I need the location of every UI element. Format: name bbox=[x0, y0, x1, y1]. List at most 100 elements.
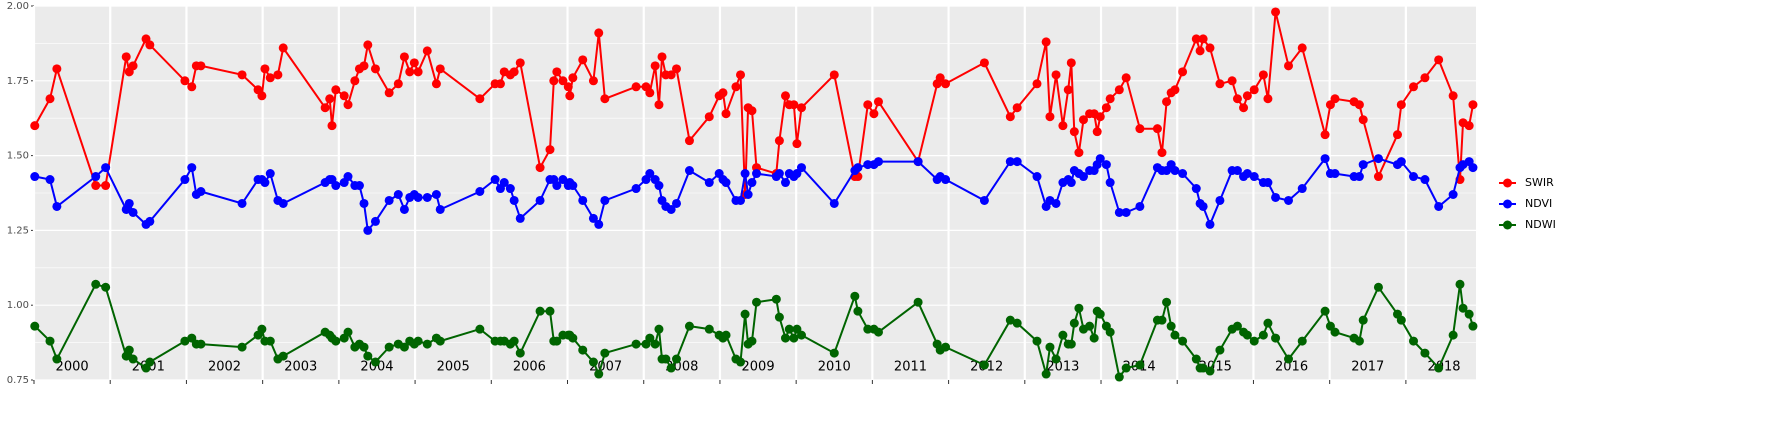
data-point bbox=[1232, 94, 1242, 104]
data-point bbox=[1358, 115, 1368, 125]
data-point bbox=[740, 309, 750, 319]
data-point bbox=[1409, 172, 1419, 182]
data-point bbox=[196, 61, 206, 71]
data-point bbox=[565, 91, 575, 101]
data-point bbox=[941, 175, 951, 185]
data-point bbox=[1271, 333, 1281, 343]
data-point bbox=[45, 175, 55, 185]
data-point bbox=[1354, 336, 1364, 346]
data-point bbox=[331, 181, 341, 191]
data-point bbox=[370, 357, 380, 367]
data-point bbox=[736, 195, 746, 205]
data-point bbox=[1448, 91, 1458, 101]
data-point bbox=[850, 291, 860, 301]
data-point bbox=[1263, 94, 1273, 104]
data-point bbox=[747, 336, 757, 346]
data-point bbox=[413, 336, 423, 346]
data-point bbox=[558, 175, 568, 185]
data-point bbox=[145, 357, 155, 367]
data-point bbox=[265, 169, 275, 179]
data-point bbox=[1032, 336, 1042, 346]
data-point bbox=[631, 339, 641, 349]
data-point bbox=[829, 348, 839, 358]
legend-key-point bbox=[1503, 199, 1512, 209]
data-point bbox=[1205, 219, 1215, 229]
data-point bbox=[1242, 91, 1252, 101]
data-point bbox=[1095, 309, 1105, 319]
data-point bbox=[515, 213, 525, 223]
data-point bbox=[1066, 339, 1076, 349]
year-label: 2000 bbox=[56, 360, 89, 375]
data-point bbox=[1396, 100, 1406, 110]
y-tick-label: 1.00 bbox=[7, 300, 29, 311]
data-point bbox=[343, 100, 353, 110]
data-point bbox=[1249, 85, 1259, 95]
data-point bbox=[913, 297, 923, 307]
data-point bbox=[30, 121, 40, 131]
data-point bbox=[979, 58, 989, 68]
data-point bbox=[568, 73, 578, 83]
data-point bbox=[1373, 172, 1383, 182]
data-point bbox=[505, 184, 515, 194]
data-point bbox=[721, 330, 731, 340]
data-point bbox=[475, 324, 485, 334]
data-point bbox=[1135, 124, 1145, 134]
data-point bbox=[101, 181, 111, 191]
data-point bbox=[863, 100, 873, 110]
data-point bbox=[1205, 43, 1215, 53]
data-point bbox=[121, 52, 131, 62]
data-point bbox=[1178, 67, 1188, 77]
y-tick-label: 2.00 bbox=[7, 1, 29, 12]
data-point bbox=[1058, 330, 1068, 340]
data-point bbox=[1095, 154, 1105, 164]
data-point bbox=[873, 327, 883, 337]
y-tick-label: 1.25 bbox=[7, 225, 29, 236]
data-point bbox=[1468, 163, 1478, 173]
data-point bbox=[558, 76, 568, 86]
data-point bbox=[1114, 85, 1124, 95]
year-label: 2002 bbox=[208, 360, 241, 375]
data-point bbox=[796, 330, 806, 340]
data-point bbox=[1354, 172, 1364, 182]
data-point bbox=[1458, 303, 1468, 313]
data-point bbox=[594, 369, 604, 379]
data-point bbox=[1195, 46, 1205, 56]
data-point bbox=[941, 79, 951, 89]
data-point bbox=[721, 178, 731, 188]
data-point bbox=[853, 163, 863, 173]
data-point bbox=[704, 112, 714, 122]
data-point bbox=[399, 52, 409, 62]
data-point bbox=[265, 336, 275, 346]
data-point bbox=[829, 70, 839, 80]
data-point bbox=[101, 163, 111, 173]
data-point bbox=[1078, 172, 1088, 182]
data-point bbox=[30, 321, 40, 331]
data-point bbox=[654, 181, 664, 191]
data-point bbox=[363, 40, 373, 50]
data-point bbox=[1198, 201, 1208, 211]
data-point bbox=[1249, 172, 1259, 182]
data-point bbox=[1205, 366, 1215, 376]
data-point bbox=[650, 61, 660, 71]
year-label: 2005 bbox=[437, 360, 470, 375]
data-point bbox=[187, 82, 197, 92]
data-point bbox=[1330, 94, 1340, 104]
data-point bbox=[257, 324, 267, 334]
data-point bbox=[1032, 79, 1042, 89]
data-point bbox=[1258, 70, 1268, 80]
data-point bbox=[1066, 178, 1076, 188]
data-point bbox=[343, 327, 353, 337]
data-point bbox=[792, 139, 802, 149]
data-point bbox=[475, 94, 485, 104]
data-point bbox=[405, 67, 415, 77]
data-point bbox=[829, 198, 839, 208]
data-point bbox=[431, 79, 441, 89]
data-point bbox=[515, 58, 525, 68]
data-point bbox=[509, 195, 519, 205]
data-point bbox=[631, 184, 641, 194]
data-point bbox=[413, 67, 423, 77]
data-point bbox=[535, 195, 545, 205]
data-point bbox=[1358, 160, 1368, 170]
data-point bbox=[736, 357, 746, 367]
